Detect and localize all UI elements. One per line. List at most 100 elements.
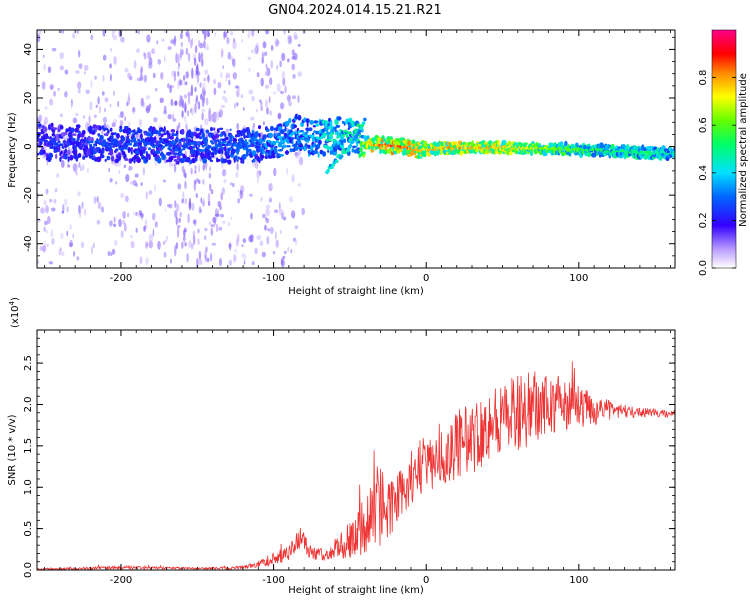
- spectrogram-speckle: [128, 165, 133, 171]
- spectrogram-cell: [304, 143, 308, 147]
- spectrogram-cell: [309, 120, 315, 125]
- spectrogram-speckle: [297, 95, 300, 104]
- spectrogram-speckle: [277, 112, 282, 120]
- spectrogram-speckle: [148, 233, 153, 243]
- spectrogram-cell: [77, 152, 82, 158]
- spectrogram-speckle: [77, 81, 82, 89]
- spectrogram-cell: [219, 138, 223, 141]
- spectrogram-speckle: [170, 163, 176, 167]
- snr-xtick-label: -200: [110, 575, 133, 586]
- spectrogram-ridge-cell: [115, 139, 119, 143]
- spectrogram-speckle: [167, 204, 170, 208]
- spectrogram-speckle: [142, 166, 145, 176]
- spectrogram-speckle: [275, 231, 277, 240]
- spectrogram-cell: [116, 132, 120, 139]
- spectrogram-speckle: [109, 64, 112, 69]
- spectrogram-ridge-cell: [39, 139, 43, 143]
- snr-multiplier-close: ): [10, 297, 21, 301]
- spectrogram-speckle: [113, 56, 117, 65]
- spectrogram-speckle: [231, 182, 235, 188]
- spectrogram-speckle: [287, 246, 290, 252]
- spectrogram-speckle: [92, 242, 95, 249]
- spectrogram-cell: [228, 134, 233, 139]
- spectrogram-speckle: [44, 116, 48, 125]
- spectrogram-cell: [187, 138, 192, 144]
- spectrogram-speckle: [181, 99, 185, 109]
- spectrogram-ridge-cell: [89, 143, 93, 147]
- spectrogram-speckle: [177, 80, 180, 89]
- spectrogram-speckle: [113, 90, 115, 97]
- spectrogram-speckle: [270, 45, 274, 51]
- spectrogram-cell: [571, 143, 575, 147]
- spectrogram-speckle: [298, 156, 304, 166]
- spectrogram-speckle: [232, 40, 237, 50]
- spectrogram-ridge-cell: [72, 138, 76, 141]
- spectrogram-speckle: [217, 81, 222, 89]
- spectrogram-cell: [171, 140, 175, 143]
- spectrogram-cell: [109, 127, 113, 132]
- spectrogram-speckle: [94, 75, 97, 80]
- spectrogram-cell: [221, 148, 224, 155]
- spectrogram-cell: [119, 128, 123, 133]
- spectrogram-cell: [182, 137, 186, 143]
- spectrogram-speckle: [269, 226, 274, 234]
- spectrogram-speckle: [144, 219, 148, 227]
- spectrogram-cell: [69, 154, 74, 161]
- spectrogram-cell: [327, 150, 330, 153]
- spectrogram-cell: [236, 150, 239, 155]
- spectrogram-speckle: [188, 240, 192, 248]
- spectrogram-cell: [171, 133, 175, 137]
- spectrogram-speckle: [237, 87, 241, 92]
- spectrogram-ridge-cell: [90, 140, 94, 144]
- spectrogram-speckle: [139, 118, 143, 127]
- spectrogram-ridge-cell: [102, 139, 106, 143]
- spectrogram-speckle: [119, 120, 124, 127]
- spectrogram-cell: [509, 151, 513, 156]
- spectrogram-speckle: [195, 64, 199, 76]
- spectrogram-speckle: [141, 97, 145, 106]
- spectrogram-speckle: [78, 50, 81, 58]
- spectrogram-cell: [279, 148, 284, 152]
- spectrogram-cell: [123, 153, 127, 160]
- spectrogram-cell: [177, 160, 180, 165]
- spectrogram-speckle: [260, 100, 263, 107]
- spectrogram-ytick-label: -20: [23, 187, 34, 203]
- spectrogram-cell: [328, 125, 331, 130]
- spectrogram-cell: [313, 149, 319, 155]
- spectrogram-speckle: [183, 115, 187, 122]
- spectrogram-ridge-cell: [259, 141, 263, 145]
- spectrogram-speckle: [241, 94, 243, 99]
- spectrogram-speckle: [113, 223, 117, 228]
- spectrogram-speckle: [206, 43, 209, 50]
- spectrogram-cell: [430, 144, 433, 148]
- spectrogram-speckle: [191, 202, 195, 211]
- spectrogram-cell: [86, 153, 90, 157]
- spectrogram-speckle: [47, 215, 50, 222]
- spectrogram-speckle: [109, 103, 112, 108]
- spectrogram-ridge-cell: [95, 139, 99, 142]
- spectrogram-speckle: [243, 260, 246, 265]
- spectrogram-speckle: [113, 216, 116, 223]
- spectrogram-speckle: [292, 73, 296, 79]
- spectrogram-cell: [279, 154, 284, 157]
- spectrogram-speckle: [249, 234, 254, 240]
- spectrogram-speckle: [148, 240, 153, 249]
- spectrogram-cell: [343, 138, 347, 144]
- spectrogram-speckle: [185, 71, 189, 79]
- spectrogram-speckle: [139, 256, 143, 265]
- spectrogram-speckle: [236, 162, 239, 171]
- spectrogram-cell: [292, 148, 296, 153]
- spectrogram-cell: [104, 158, 107, 162]
- spectrogram-branch-cell: [335, 159, 339, 164]
- spectrogram-speckle: [97, 201, 102, 210]
- spectrogram-speckle: [220, 72, 223, 79]
- spectrogram-speckle: [241, 244, 244, 248]
- spectrogram-ridge-cell: [275, 140, 279, 144]
- spectrogram-speckle: [218, 108, 224, 118]
- spectrogram-speckle: [125, 174, 130, 182]
- spectrogram-ridge-cell: [223, 140, 227, 144]
- spectrogram-ridge-cell: [135, 143, 139, 147]
- spectrogram-cell: [326, 145, 331, 151]
- spectrogram-cell: [329, 150, 333, 155]
- spectrogram-cell: [191, 157, 197, 164]
